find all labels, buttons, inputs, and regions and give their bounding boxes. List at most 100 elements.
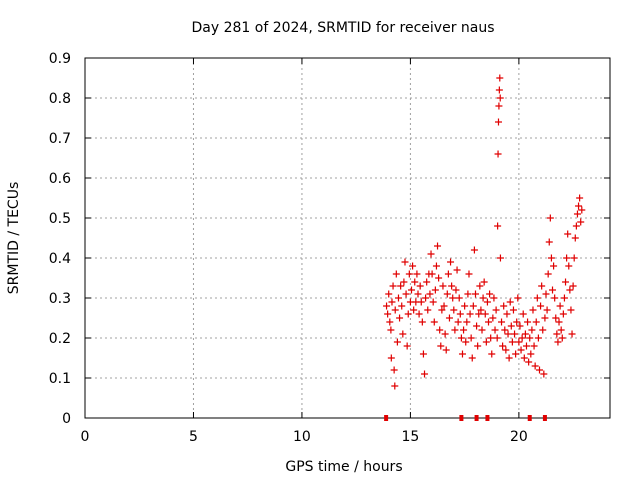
y-tick-label: 0.4: [49, 251, 71, 267]
y-tick-label: 0.5: [49, 211, 71, 227]
data-point: [401, 258, 409, 266]
data-point: [558, 334, 566, 342]
data-point: [515, 338, 523, 346]
data-point: [577, 218, 585, 226]
data-point: [494, 222, 502, 230]
data-point: [516, 322, 524, 330]
data-point: [458, 350, 466, 358]
data-point: [424, 306, 432, 314]
data-gap-marker: [542, 415, 547, 421]
data-point: [465, 270, 473, 278]
data-point: [575, 202, 583, 210]
data-point: [388, 298, 396, 306]
data-point: [569, 282, 577, 290]
data-point: [399, 330, 407, 338]
data-point: [410, 306, 418, 314]
data-point: [513, 318, 521, 326]
data-point: [416, 282, 424, 290]
data-point: [560, 294, 568, 302]
data-point: [496, 74, 504, 82]
data-point: [492, 306, 500, 314]
y-tick-label: 0.9: [49, 51, 71, 67]
data-point: [551, 294, 559, 302]
data-point: [444, 270, 452, 278]
data-point: [512, 350, 520, 358]
data-gap-marker: [485, 415, 490, 421]
data-point: [418, 318, 426, 326]
data-point: [506, 298, 514, 306]
data-point: [559, 310, 567, 318]
data-point: [436, 326, 444, 334]
data-point: [524, 318, 532, 326]
data-point: [517, 346, 525, 354]
data-point: [398, 302, 406, 310]
data-point: [539, 326, 547, 334]
data-point: [576, 194, 584, 202]
data-point: [527, 350, 535, 358]
data-point: [572, 222, 580, 230]
data-point: [411, 278, 419, 286]
data-point: [566, 286, 574, 294]
data-gap-marker: [459, 415, 464, 421]
data-point: [435, 274, 443, 282]
data-point: [456, 310, 464, 318]
data-point: [402, 290, 410, 298]
data-point: [494, 150, 502, 158]
data-point: [457, 334, 465, 342]
data-point: [463, 318, 471, 326]
data-point: [542, 290, 550, 298]
data-point: [504, 330, 512, 338]
grid-lines: [85, 58, 610, 418]
data-point: [422, 294, 430, 302]
data-point: [419, 350, 427, 358]
data-point: [449, 294, 457, 302]
data-point: [415, 310, 423, 318]
data-point: [507, 322, 515, 330]
x-tick-label: 0: [81, 429, 90, 445]
data-point: [384, 310, 392, 318]
data-point: [502, 346, 510, 354]
data-point: [495, 102, 503, 110]
x-axis-label: GPS time / hours: [285, 459, 402, 475]
data-point: [571, 234, 579, 242]
data-point: [543, 306, 551, 314]
data-point: [533, 294, 541, 302]
data-point: [540, 370, 548, 378]
data-point: [535, 366, 543, 374]
data-point: [532, 318, 540, 326]
data-point: [520, 354, 528, 362]
data-point: [454, 318, 462, 326]
data-point: [488, 350, 496, 358]
data-point: [556, 302, 564, 310]
data-point: [438, 306, 446, 314]
data-point: [390, 366, 398, 374]
data-point: [493, 334, 501, 342]
data-point: [448, 282, 456, 290]
data-point: [518, 334, 526, 342]
data-point: [550, 262, 558, 270]
data-point: [498, 318, 506, 326]
data-point: [526, 334, 534, 342]
data-point: [432, 262, 440, 270]
data-point: [494, 118, 502, 126]
data-point: [428, 270, 436, 278]
data-point: [442, 346, 450, 354]
data-point: [509, 306, 517, 314]
data-gap-marker: [474, 415, 479, 421]
data-point: [564, 230, 572, 238]
data-point: [544, 270, 552, 278]
data-point: [453, 266, 461, 274]
data-point: [461, 302, 469, 310]
data-point: [391, 306, 399, 314]
data-point: [476, 282, 484, 290]
data-point: [391, 382, 399, 390]
data-point: [546, 214, 554, 222]
data-point: [545, 238, 553, 246]
data-point: [538, 282, 546, 290]
y-tick-label: 0.7: [49, 131, 71, 147]
data-point: [565, 262, 573, 270]
data-point: [508, 338, 516, 346]
data-point: [434, 242, 442, 250]
data-point: [537, 302, 545, 310]
